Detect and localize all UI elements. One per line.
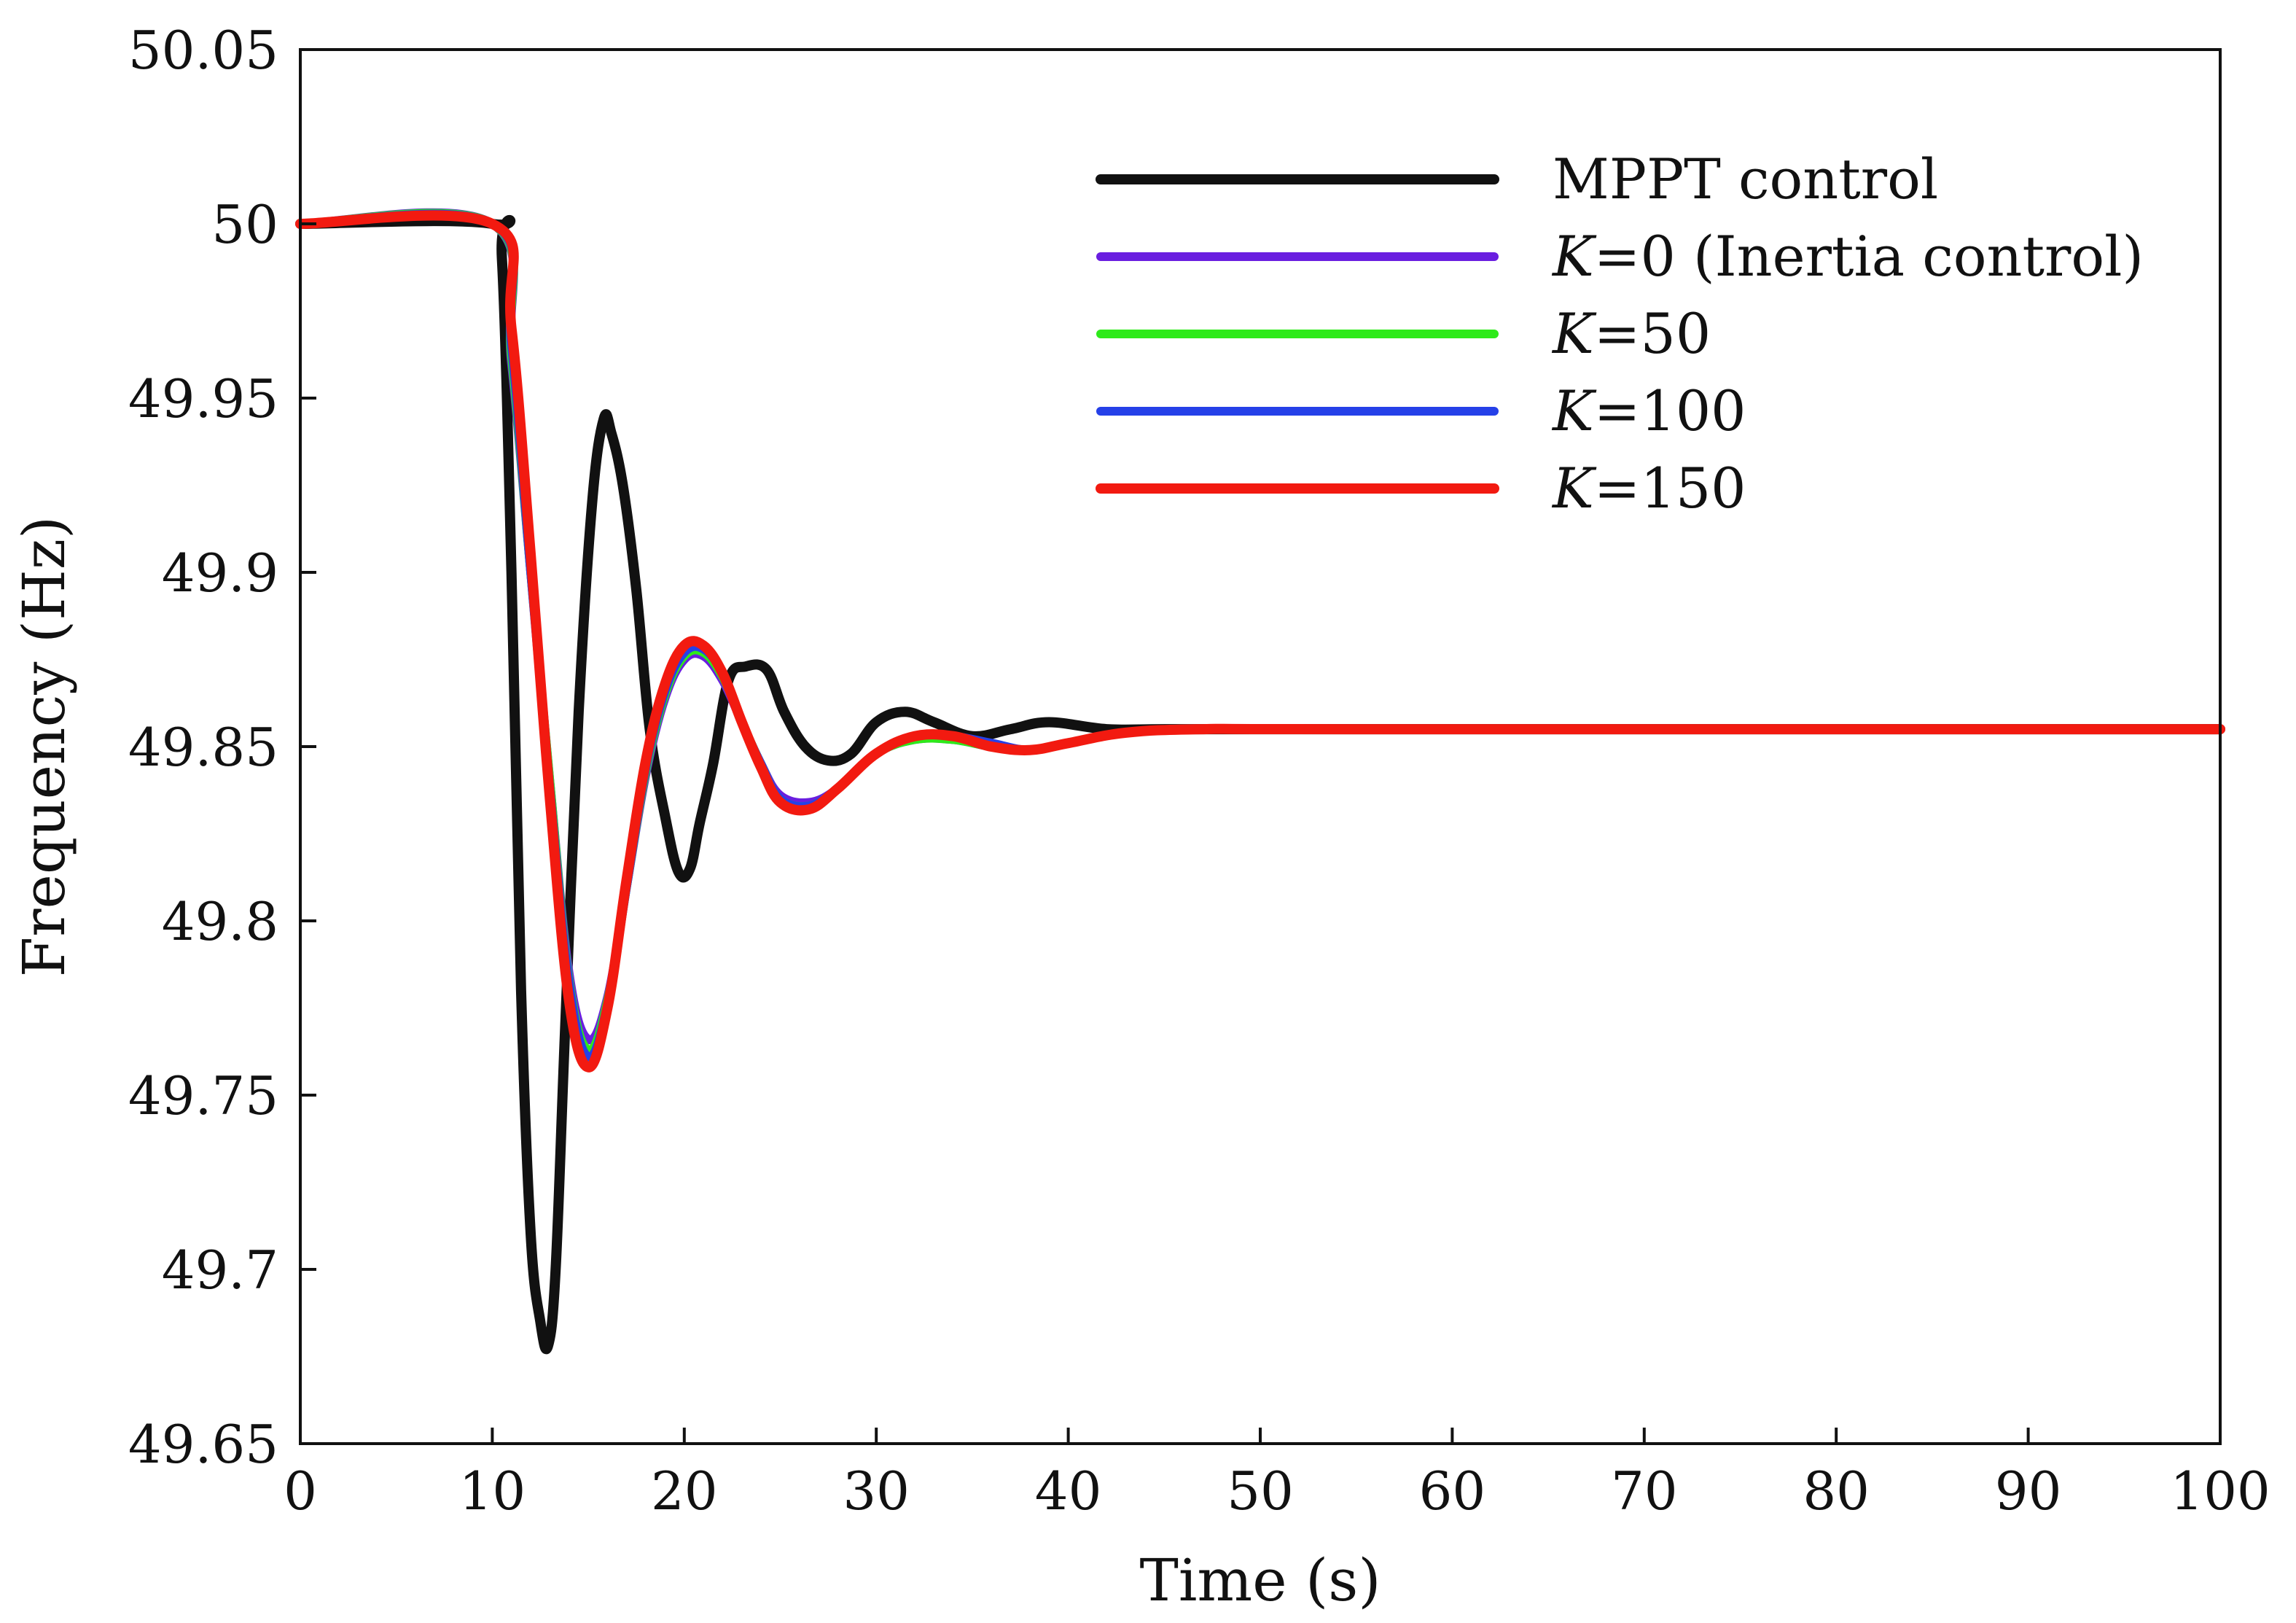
y-tick-label: 49.95 [128,368,278,429]
legend-label-text: MPPT control [1553,147,1938,211]
x-tick-label: 50 [1227,1460,1294,1522]
x-tick-label: 80 [1803,1460,1870,1522]
x-tick-label: 30 [843,1460,910,1522]
y-tick-label: 50.05 [128,20,278,81]
y-tick-label: 50 [211,194,278,255]
y-tick-label: 49.85 [128,717,278,778]
x-tick-label: 20 [651,1460,718,1522]
y-axis-title: Frequency (Hz) [10,516,78,977]
legend-label-text: =100 [1594,378,1746,443]
x-tick-label: 70 [1611,1460,1678,1522]
x-tick-label: 10 [459,1460,526,1522]
legend-label-var: K [1551,378,1597,443]
legend-label-1: K=0 (Inertia control) [1551,224,2144,289]
axis-ticks: 0 10 20 30 40 50 60 70 80 90 100 49.65 49.7 49.75 49.8… [128,20,2270,1522]
x-tick-label: 40 [1035,1460,1102,1522]
legend-label-var: K [1551,301,1597,366]
legend-label-4: K=150 [1551,456,1746,521]
x-tick-label: 0 [284,1460,317,1522]
legend-label-text: =0 (Inertia control) [1594,224,2144,289]
y-tick-label: 49.65 [128,1414,278,1475]
y-tick-label: 49.9 [162,542,278,604]
series-layer [295,208,2225,1355]
x-tick-label: 100 [2170,1460,2270,1522]
y-tick-label: 49.75 [128,1065,278,1126]
legend-label-2: K=50 [1551,301,1711,366]
legend-label-text: =50 [1594,301,1711,366]
y-tick-label: 49.8 [162,891,278,952]
x-tick-label: 90 [1995,1460,2062,1522]
legend-label-var: K [1551,224,1597,289]
series-line-0 [295,214,2225,1355]
series-line-4 [295,210,2225,1073]
legend-label-text: =150 [1594,456,1746,521]
legend-label-0: MPPT control [1553,147,1938,211]
x-axis-title: Time (s) [1139,1546,1381,1614]
y-tick-label: 49.7 [162,1239,278,1301]
legend-label-3: K=100 [1551,378,1746,443]
x-tick-label: 60 [1419,1460,1486,1522]
legend-label-var: K [1551,456,1597,521]
